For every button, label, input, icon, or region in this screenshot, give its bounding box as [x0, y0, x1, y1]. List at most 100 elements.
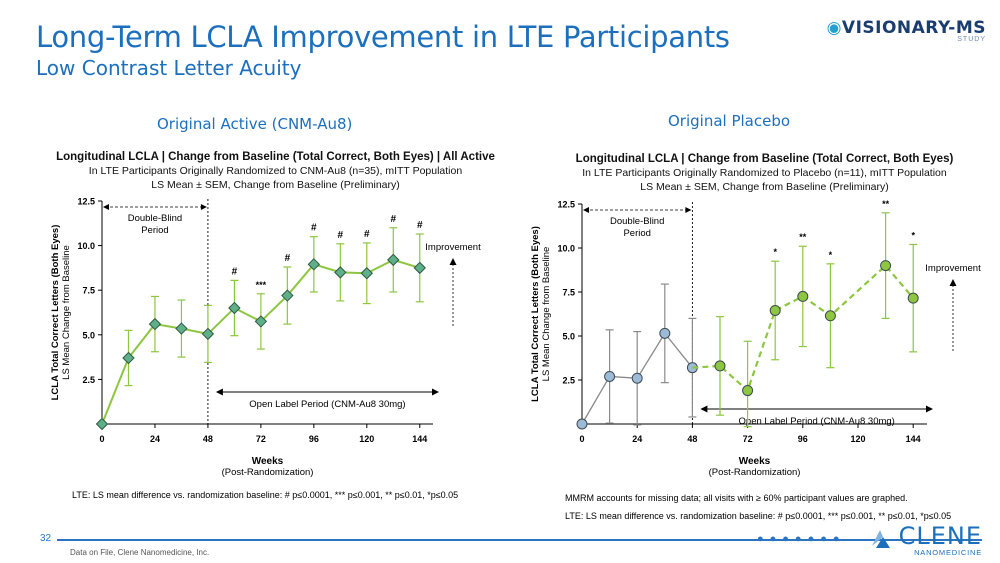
- arrowhead: [926, 405, 933, 413]
- arrowhead: [200, 204, 207, 210]
- data-point: [631, 372, 643, 384]
- data-point: [254, 315, 268, 328]
- data-point: [714, 360, 726, 372]
- y-tick-label: 12.5: [77, 197, 95, 207]
- x-tick-label: 48: [687, 434, 697, 444]
- double-blind-label: Period: [623, 228, 650, 239]
- slide-subtitle: Low Contrast Letter Acuity: [36, 56, 302, 80]
- improvement-label: Improvement: [925, 263, 981, 274]
- section-label-active: Original Active (CNM-Au8): [157, 115, 353, 133]
- chart-footnote: MMRM accounts for missing data; all visi…: [565, 493, 908, 503]
- significance-label: #: [390, 214, 396, 225]
- chart-subtitle: LS Mean ± SEM, Change from Baseline (Pre…: [151, 179, 400, 191]
- arrowhead: [432, 388, 439, 396]
- data-point: [228, 301, 241, 315]
- slide-title: Long-Term LCLA Improvement in LTE Partic…: [36, 20, 730, 54]
- clene-sub: NANOMEDICINE: [914, 548, 982, 557]
- visionary-ms-logo: ◉VISIONARY-MS STUDY: [827, 18, 986, 43]
- chart-footnote: LTE: LS mean difference vs. randomizatio…: [72, 490, 458, 500]
- y-tick-label: 2.5: [82, 375, 95, 385]
- x-tick-label: 96: [798, 434, 808, 444]
- footer-line: [40, 539, 982, 541]
- data-point: [360, 267, 374, 280]
- y-tick-label: 12.5: [557, 200, 575, 210]
- significance-label: #: [311, 223, 317, 234]
- x-tick-label: 96: [309, 434, 319, 444]
- significance-label: #: [417, 220, 423, 231]
- arrowhead: [449, 258, 457, 265]
- significance-label: **: [882, 199, 890, 209]
- x-axis-sublabel: (Post-Randomization): [222, 467, 314, 478]
- data-point: [281, 289, 294, 302]
- page-number: 32: [34, 533, 58, 544]
- eye-icon: ◉: [826, 18, 842, 38]
- significance-label: #: [338, 230, 344, 241]
- clene-mark-icon: [872, 530, 890, 548]
- arrowhead: [700, 405, 708, 413]
- series-line: [692, 264, 915, 393]
- data-point: [307, 258, 321, 271]
- clene-logo: CLENE NANOMEDICINE: [899, 524, 982, 557]
- chart-active: Longitudinal LCLA | Change from Baseline…: [50, 151, 495, 500]
- data-point: [604, 370, 616, 382]
- y-tick-label: 5.0: [82, 330, 95, 340]
- data-point: [413, 261, 426, 275]
- chart-subtitle: LS Mean ± SEM, Change from Baseline (Pre…: [640, 181, 889, 193]
- significance-label: #: [285, 253, 291, 264]
- chart-footnote: LTE: LS mean difference vs. randomizatio…: [565, 511, 951, 521]
- double-blind-label: Double-Blind: [128, 213, 182, 224]
- y-tick-label: 10.0: [557, 244, 575, 254]
- y-tick-label: 7.5: [562, 288, 575, 298]
- chart-subtitle: In LTE Participants Originally Randomize…: [582, 167, 947, 179]
- data-point: [880, 260, 892, 272]
- data-point: [797, 290, 809, 302]
- data-point: [659, 327, 671, 339]
- data-point: [576, 418, 588, 430]
- y-axis-label: LCLA Total Correct Letters (Both Eyes): [530, 226, 541, 402]
- significance-label: **: [799, 232, 807, 242]
- chart-subtitle: In LTE Participants Originally Randomize…: [89, 165, 463, 177]
- data-point: [201, 327, 215, 341]
- x-tick-label: 48: [203, 434, 213, 444]
- x-tick-label: 24: [150, 434, 160, 444]
- x-tick-label: 120: [850, 434, 865, 444]
- significance-label: *: [829, 250, 833, 260]
- data-point: [334, 266, 347, 279]
- significance-label: #: [364, 229, 370, 240]
- chart-title: Longitudinal LCLA | Change from Baseline…: [576, 153, 954, 165]
- data-point: [175, 322, 188, 335]
- section-label-placebo: Original Placebo: [668, 112, 791, 130]
- y-tick-label: 2.5: [562, 376, 575, 386]
- open-label-text: Open Label Period (CNM-Au8 30mg): [249, 399, 405, 410]
- double-blind-label: Double-Blind: [610, 216, 664, 227]
- arrowhead: [583, 207, 589, 213]
- x-tick-label: 0: [579, 434, 584, 444]
- significance-label: *: [911, 230, 915, 240]
- x-tick-label: 72: [256, 434, 266, 444]
- arrowhead: [685, 207, 692, 213]
- x-tick-label: 0: [99, 434, 104, 444]
- logo-study: STUDY: [957, 36, 986, 43]
- significance-label: ***: [256, 280, 267, 290]
- y-axis-label: LCLA Total Correct Letters (Both Eyes): [50, 225, 61, 401]
- double-blind-label: Period: [141, 225, 168, 236]
- data-point: [95, 417, 109, 431]
- clene-word: CLENE: [898, 522, 982, 550]
- logo-word: ◉VISIONARY-MS: [827, 18, 986, 38]
- data-point: [824, 310, 836, 322]
- x-axis-label: Weeks: [252, 456, 284, 467]
- x-tick-label: 24: [632, 434, 642, 444]
- y-axis-sublabel: LS Mean Change from Baseline: [541, 247, 552, 382]
- x-axis-sublabel: (Post-Randomization): [709, 467, 801, 478]
- data-point: [387, 253, 400, 267]
- y-tick-label: 10.0: [77, 241, 95, 251]
- arrowhead: [949, 279, 957, 286]
- data-point: [148, 317, 162, 331]
- arrowhead: [215, 388, 223, 396]
- data-point: [907, 292, 919, 304]
- data-point: [122, 351, 135, 365]
- logo-word-text: VISIONARY-MS: [841, 18, 986, 38]
- x-tick-label: 120: [359, 434, 374, 444]
- source-note: Data on File, Clene Nanomedicine, Inc.: [70, 548, 210, 557]
- y-tick-label: 5.0: [562, 332, 575, 342]
